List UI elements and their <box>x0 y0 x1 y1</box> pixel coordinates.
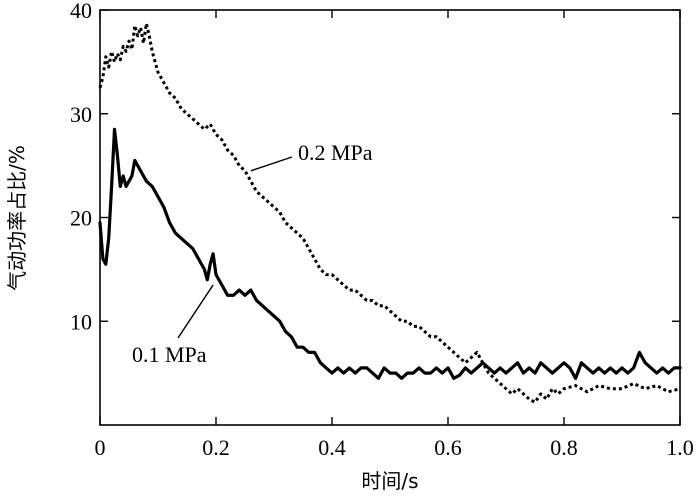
annotation-leader-line <box>177 284 214 339</box>
annotation-label: 0.2 MPa <box>298 140 373 165</box>
x-tick-label: 0.8 <box>550 435 578 460</box>
annotation-layer: 0.2 MPa 0.1 MPa <box>132 140 373 367</box>
series-layer <box>98 22 682 404</box>
y-tick-label: 10 <box>70 309 92 334</box>
annotation-label: 0.1 MPa <box>132 342 207 367</box>
x-tick-label: 0.2 <box>202 435 230 460</box>
x-tick-label: 0.6 <box>434 435 462 460</box>
x-tick-label: 0.4 <box>318 435 346 460</box>
y-tick-label: 30 <box>70 102 92 127</box>
ticks-layer: 0 0.2 0.4 0.6 0.8 1.0 10 20 30 40 <box>70 0 694 460</box>
y-axis-title: 气动功率占比/% <box>5 145 29 291</box>
x-tick-label: 0 <box>95 435 106 460</box>
y-tick-label: 20 <box>70 206 92 231</box>
y-tick-label: 40 <box>70 0 92 23</box>
x-tick-label: 1.0 <box>666 435 694 460</box>
series-line-1 <box>98 127 682 380</box>
x-axis-title: 时间/s <box>361 469 418 493</box>
annotation-leader-line <box>250 156 293 172</box>
